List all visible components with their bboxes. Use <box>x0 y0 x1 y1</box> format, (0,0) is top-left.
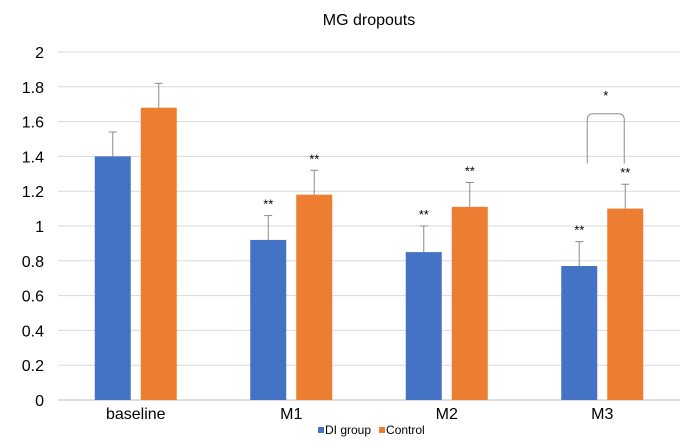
y-tick-label: 1.2 <box>22 184 44 201</box>
bar-di-group <box>250 239 287 400</box>
y-tick-label: 0.6 <box>22 289 44 306</box>
legend-swatch <box>318 427 324 433</box>
bars <box>94 107 644 401</box>
significance-marker: ** <box>419 207 429 222</box>
legend: DI group Control <box>318 423 425 437</box>
x-category-label: baseline <box>106 406 166 423</box>
significance-marker: ** <box>263 197 273 212</box>
y-tick-label: 0.8 <box>22 254 44 271</box>
significance-marker: ** <box>574 223 584 238</box>
y-tick-label: 1.6 <box>22 115 44 132</box>
bar-control <box>296 194 333 400</box>
bar-di-group <box>94 156 131 400</box>
y-tick-label: 1 <box>35 219 44 236</box>
y-tick-label: 0.2 <box>22 358 44 375</box>
bracket-significance-marker: * <box>603 88 608 103</box>
x-axis-categories: baseline M1 M2 M3 <box>106 406 614 423</box>
y-tick-label: 1.8 <box>22 80 44 97</box>
y-tick-label: 2 <box>35 45 44 62</box>
significance-marker: ** <box>620 165 630 180</box>
significance-bracket <box>586 113 625 164</box>
y-axis-ticks: 0 0.2 0.4 0.6 0.8 1 1.2 1.4 1.6 1.8 2 <box>22 45 44 410</box>
y-tick-label: 0.4 <box>22 323 44 340</box>
bar-di-group <box>405 252 442 400</box>
significance-marker: ** <box>465 164 475 179</box>
bar-control <box>451 206 488 400</box>
bar-control <box>140 107 177 401</box>
y-tick-label: 0 <box>35 393 44 410</box>
bar-control <box>607 208 644 400</box>
x-category-label: M1 <box>280 406 302 423</box>
legend-swatch <box>379 427 386 433</box>
legend-entry: Control <box>386 423 425 437</box>
legend-entry: DI group <box>325 423 371 437</box>
x-category-label: M3 <box>591 406 613 423</box>
significance-marker: ** <box>309 151 319 166</box>
x-category-label: M2 <box>436 406 458 423</box>
error-bars <box>108 82 630 267</box>
significance-annotations: ************* <box>263 88 630 238</box>
chart-title: MG dropouts <box>323 12 415 29</box>
bar-di-group <box>561 266 598 400</box>
y-tick-label: 1.4 <box>22 149 44 166</box>
